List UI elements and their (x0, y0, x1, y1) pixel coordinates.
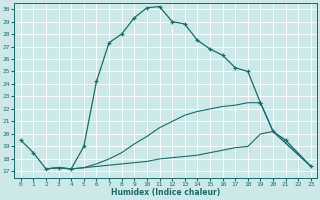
X-axis label: Humidex (Indice chaleur): Humidex (Indice chaleur) (111, 188, 220, 197)
